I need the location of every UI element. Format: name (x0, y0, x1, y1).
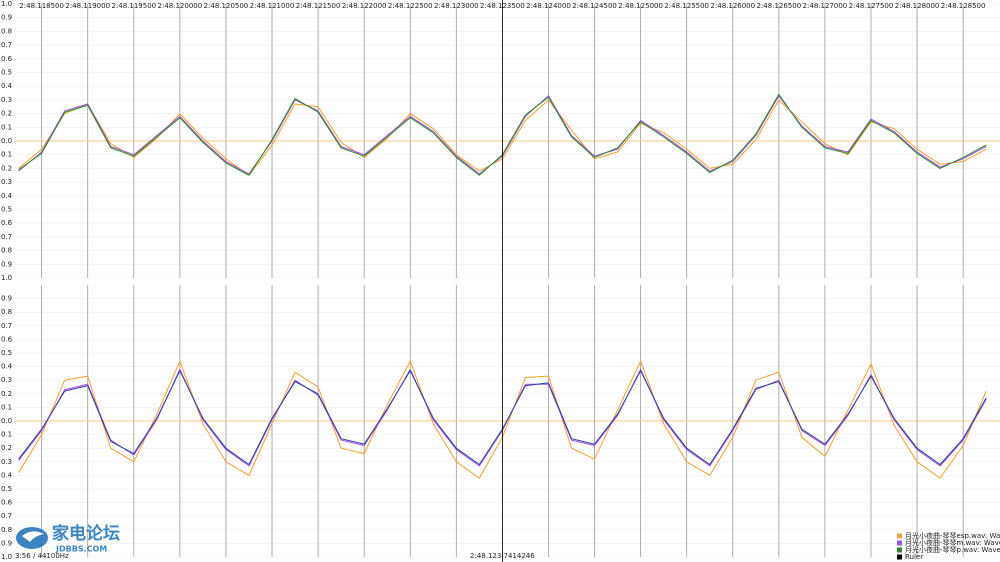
x-tick-label: 2:48.120000 (158, 2, 203, 10)
y-tick-label: 0.5 (1, 349, 12, 357)
y-tick-label: 0.0 (1, 137, 12, 145)
y-tick-label: 0.8 (1, 27, 12, 35)
x-tick-label: 2:48.123500 (480, 2, 525, 10)
y-tick-label: 0.8 (1, 308, 12, 316)
legend-label: 月光小夜曲-琴琴p.wav: Waveform (905, 545, 1000, 554)
legend-label: Ruler (905, 553, 923, 561)
x-tick-label: 2:48.126000 (710, 2, 755, 10)
y-tick-label: 0.1 (1, 403, 12, 411)
y-tick-label: 0.4 (1, 82, 13, 90)
y-tick-label: 0.5 (1, 485, 12, 493)
y-tick-label: 0.3 (1, 376, 12, 384)
y-tick-label: 1.0 (1, 0, 12, 8)
x-tick-label: 2:48.128000 (895, 2, 940, 10)
x-tick-label: 2:48.125000 (618, 2, 663, 10)
y-tick-label: 0.9 (1, 295, 12, 303)
x-tick-label: 2:48.123000 (434, 2, 479, 10)
y-tick-label: 1.0 (1, 274, 12, 282)
y-tick-label: 0.0 (1, 417, 12, 425)
y-tick-label: 0.5 (1, 206, 12, 214)
y-tick-label: 0.7 (1, 41, 12, 49)
x-tick-label: 2:48.127500 (849, 2, 894, 10)
legend-label: 月光小夜曲-琴琴esp.wav: Waveform (905, 531, 1000, 540)
status-text: 3:56 / 44100Hz (15, 552, 69, 560)
grid-layer (14, 3, 1000, 558)
ruler-label: 2:48.123 7414246 (470, 552, 535, 560)
legend-swatch (897, 533, 902, 539)
y-tick-label: 0.9 (1, 539, 12, 547)
watermark: 家电论坛 JDBBS.COM (16, 523, 120, 554)
y-tick-label: 0.6 (1, 499, 13, 507)
y-tick-label: 0.2 (1, 390, 12, 398)
y-tick-label: 0.2 (1, 110, 12, 118)
y-tick-label: 0.5 (1, 69, 12, 77)
watermark-title: 家电论坛 (52, 523, 120, 544)
y-tick-label: 0.8 (1, 247, 12, 255)
legend-swatch (897, 540, 902, 546)
x-tick-label: 2:48.121000 (250, 2, 295, 10)
x-tick-label: 2:48.122500 (388, 2, 433, 10)
y-tick-label: 0.3 (1, 178, 12, 186)
y-tick-label: 0.6 (1, 219, 13, 227)
legend-swatch (897, 547, 902, 553)
x-tick-label: 2:48.127000 (803, 2, 848, 10)
legend-label: 月光小夜曲-琴琴m.wav: Waveform (905, 538, 1000, 547)
x-tick-label: 2:48.119500 (111, 2, 156, 10)
x-tick-label: 2:48.124500 (572, 2, 617, 10)
y-tick-label: 0.7 (1, 512, 12, 520)
x-tick-label: 2:48.118500 (19, 2, 64, 10)
legend: 月光小夜曲-琴琴esp.wav: Waveform月光小夜曲-琴琴m.wav: … (897, 531, 1000, 561)
x-tick-label: 2:48.124000 (526, 2, 571, 10)
legend-swatch (897, 554, 902, 560)
y-tick-label: 0.9 (1, 260, 12, 268)
watermark-logo-swoosh (22, 531, 44, 542)
x-tick-label: 2:48.125500 (664, 2, 709, 10)
y-tick-label: 1.0 (1, 553, 12, 561)
y-tick-label: 0.2 (1, 444, 12, 452)
y-tick-label: 0.7 (1, 322, 12, 330)
y-tick-label: 0.2 (1, 164, 12, 172)
y-tick-label: 0.3 (1, 458, 12, 466)
watermark-subtitle: JDBBS.COM (55, 545, 107, 554)
waveform-layer (18, 0, 987, 562)
y-tick-label: 0.6 (1, 335, 13, 343)
x-tick-label: 2:48.126500 (757, 2, 802, 10)
y-tick-label: 0.1 (1, 431, 12, 439)
x-tick-label: 2:48.119000 (65, 2, 110, 10)
y-tick-label: 0.1 (1, 123, 12, 131)
y-tick-label: 0.9 (1, 14, 12, 22)
x-tick-label: 2:48.121500 (296, 2, 341, 10)
y-tick-label: 0.4 (1, 192, 13, 200)
y-tick-label: 0.6 (1, 55, 13, 63)
y-tick-label: 0.4 (1, 363, 13, 371)
y-tick-label: 0.3 (1, 96, 12, 104)
y-tick-label: 0.1 (1, 151, 12, 159)
y-tick-label: 0.8 (1, 526, 12, 534)
x-tick-label: 2:48.128500 (941, 2, 986, 10)
y-tick-label: 0.4 (1, 471, 13, 479)
x-tick-label: 2:48.122000 (342, 2, 387, 10)
y-tick-label: 0.7 (1, 233, 12, 241)
x-tick-label: 2:48.120500 (204, 2, 249, 10)
